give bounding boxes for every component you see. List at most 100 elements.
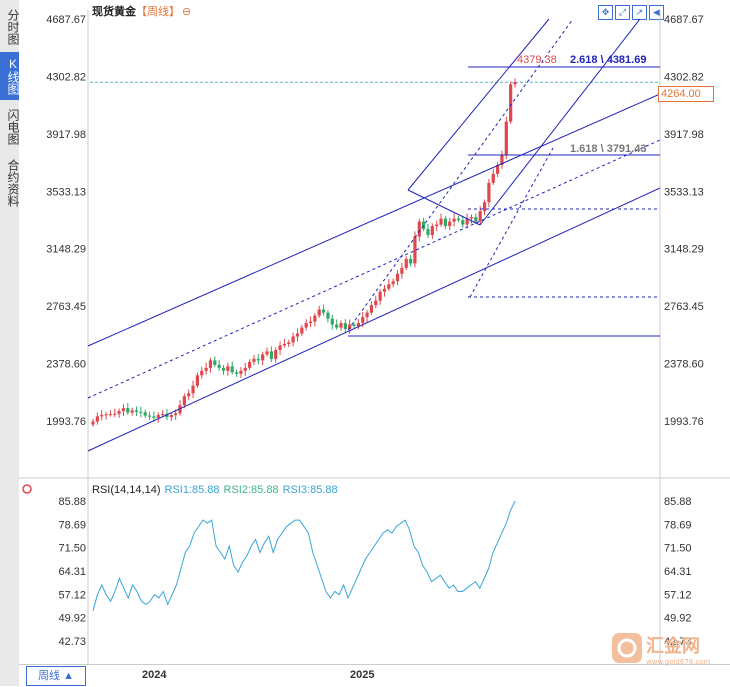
candle-body xyxy=(374,300,378,306)
candle-body xyxy=(500,154,504,165)
candle-body xyxy=(252,358,256,362)
period-label[interactable]: 【周线】 xyxy=(136,6,180,18)
candle-body xyxy=(234,372,239,374)
candle-body xyxy=(213,360,217,365)
rsi-tick-left: 71.50 xyxy=(58,543,86,555)
rsi-tick-right: 78.69 xyxy=(664,519,692,531)
candle xyxy=(339,320,343,331)
candle xyxy=(169,412,173,422)
candle xyxy=(295,328,300,342)
candle xyxy=(430,223,434,240)
tab-contract-info[interactable]: 合约资料 xyxy=(6,159,20,207)
price-tick-right: 3148.29 xyxy=(664,244,704,256)
candle xyxy=(387,279,391,291)
candle-body xyxy=(226,366,230,371)
rsi3-value: RSI3:85.88 xyxy=(282,484,338,496)
candle xyxy=(400,262,404,279)
tab-time-chart[interactable]: 分时图 xyxy=(6,9,20,45)
candle xyxy=(300,324,304,336)
price-tick-right: 4687.67 xyxy=(664,14,704,26)
trendline xyxy=(87,93,661,347)
candle xyxy=(104,411,108,420)
candle-body xyxy=(117,411,121,414)
candle xyxy=(469,214,474,224)
tab-kline-chart[interactable]: K线图 xyxy=(0,52,20,100)
candle xyxy=(321,304,326,316)
candle xyxy=(91,418,95,427)
period-button[interactable]: 周线 ▲ xyxy=(26,666,86,686)
candle xyxy=(200,366,204,379)
price-tick-left: 4302.82 xyxy=(46,71,86,83)
candle-body xyxy=(356,323,360,327)
candle xyxy=(326,309,330,323)
rsi-tick-left: 78.69 xyxy=(58,519,86,531)
candle-body xyxy=(274,349,278,359)
candle-body xyxy=(430,226,434,236)
candle-body xyxy=(95,416,99,422)
candle xyxy=(143,409,147,418)
candle xyxy=(448,217,452,231)
candle-body xyxy=(147,415,152,417)
instrument-title: 现货黄金 xyxy=(92,6,136,18)
rsi-line xyxy=(92,500,516,612)
candle-body xyxy=(378,291,382,301)
trendline-dashed xyxy=(347,18,574,331)
price-tick-right: 3533.13 xyxy=(664,186,704,198)
sidebar: 分时图 K线图 闪电图 合约资料 xyxy=(0,0,20,686)
candle-body xyxy=(495,164,500,174)
candle-body xyxy=(391,281,395,285)
price-tick-left: 2763.45 xyxy=(46,301,86,313)
candle xyxy=(417,218,421,242)
time-axis-bar xyxy=(19,664,730,687)
crosshair-icon[interactable]: ✥ xyxy=(598,5,613,20)
candle xyxy=(356,319,360,330)
candle xyxy=(113,408,117,418)
candle-body xyxy=(104,414,108,416)
candle-body xyxy=(348,324,352,330)
candle xyxy=(100,409,104,421)
candle xyxy=(343,319,347,334)
candle-body xyxy=(335,324,339,328)
candle-body xyxy=(413,236,417,264)
candle-body xyxy=(200,370,204,376)
rsi-tick-left: 64.31 xyxy=(58,566,86,578)
watermark-subtext: www.gold678.com xyxy=(646,658,711,666)
candle-body xyxy=(169,415,173,418)
candle xyxy=(221,365,226,375)
candle xyxy=(404,256,408,271)
candle xyxy=(108,410,113,417)
tab-flash-chart[interactable]: 闪电图 xyxy=(6,109,20,145)
trendline-dashed xyxy=(87,139,661,399)
rsi-tick-right: 71.50 xyxy=(664,543,692,555)
candle xyxy=(474,213,478,224)
candle-body xyxy=(400,267,404,274)
rsi-header: RSI(14,14,14) RSI1:85.88 RSI2:85.88 RSI3:85… xyxy=(92,484,342,496)
candle-body xyxy=(317,309,321,316)
candle xyxy=(509,81,513,124)
candle-body xyxy=(139,411,143,413)
candle xyxy=(500,150,504,169)
settings-circle-icon[interactable]: ⊖ xyxy=(182,6,192,18)
candle-body xyxy=(113,413,117,415)
candle-body xyxy=(321,309,326,313)
candle xyxy=(230,361,234,375)
rsi-tick-right: 42.73 xyxy=(664,636,692,648)
candle-body xyxy=(126,408,130,413)
candle-body xyxy=(369,305,374,313)
candle xyxy=(352,321,356,329)
candle-body xyxy=(313,315,317,322)
candle xyxy=(304,319,308,331)
candle-body xyxy=(487,182,491,203)
candle-body xyxy=(491,173,495,183)
candle-body xyxy=(174,413,178,416)
zoom-fit-icon[interactable]: ⤢ xyxy=(615,5,630,20)
candle-body xyxy=(91,421,95,425)
candle xyxy=(208,357,213,373)
rsi-tick-right: 85.88 xyxy=(664,496,692,508)
candle xyxy=(374,295,378,309)
candle xyxy=(191,380,195,399)
candle xyxy=(369,301,374,315)
candle xyxy=(291,332,295,347)
rsi-title: RSI(14,14,14) xyxy=(92,484,161,496)
